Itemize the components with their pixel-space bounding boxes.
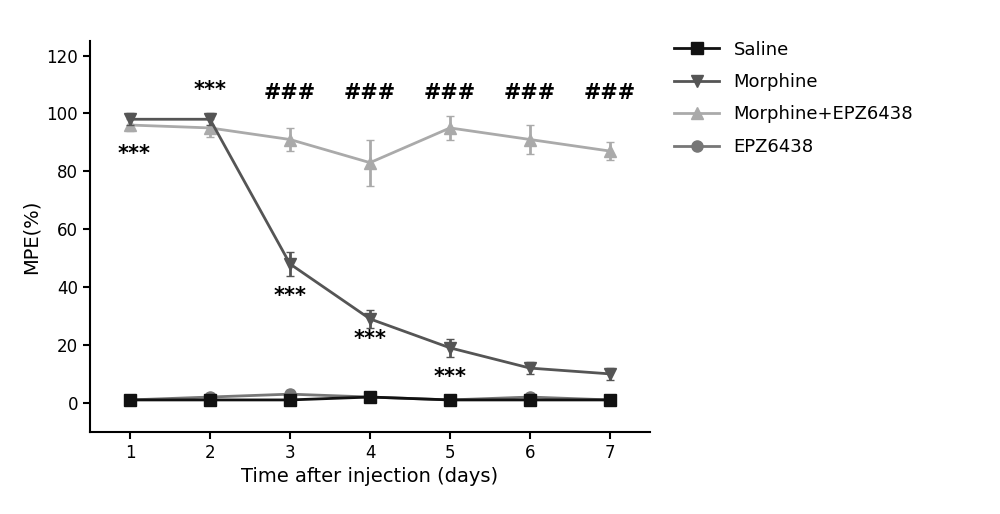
Legend: Saline, Morphine, Morphine+EPZ6438, EPZ6438: Saline, Morphine, Morphine+EPZ6438, EPZ6…	[667, 33, 920, 163]
Y-axis label: MPE(%): MPE(%)	[22, 199, 41, 273]
X-axis label: Time after injection (days): Time after injection (days)	[241, 467, 499, 486]
Text: ###: ###	[504, 83, 556, 103]
Text: ###: ###	[344, 83, 396, 103]
Text: ###: ###	[264, 83, 316, 103]
Text: ***: ***	[354, 329, 386, 349]
Text: ###: ###	[584, 83, 636, 103]
Text: ***: ***	[118, 144, 150, 164]
Text: ***: ***	[434, 367, 466, 387]
Text: ###: ###	[424, 83, 476, 103]
Text: ***: ***	[194, 80, 226, 100]
Text: ***: ***	[274, 286, 306, 306]
